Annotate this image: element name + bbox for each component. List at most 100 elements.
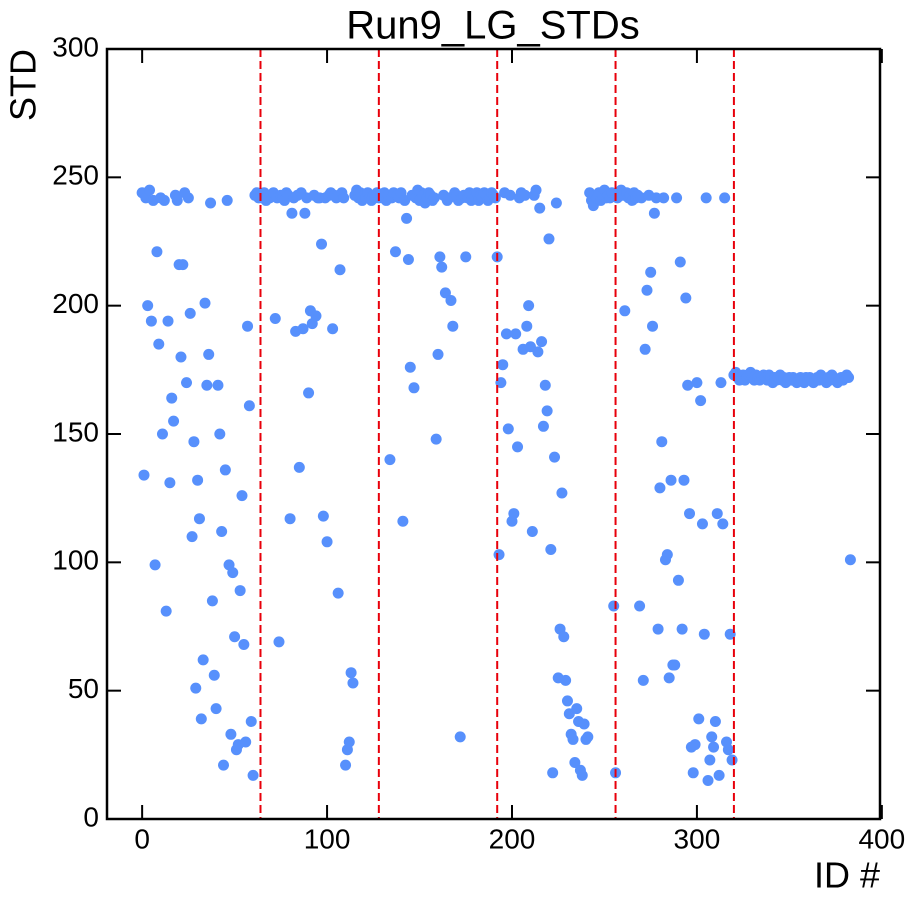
point [212, 379, 224, 391]
point [144, 184, 156, 196]
y-tick-label: 150 [52, 416, 99, 447]
point [327, 323, 339, 335]
x-tick-label: 100 [304, 823, 351, 854]
point [619, 305, 631, 317]
point [171, 194, 183, 206]
point [493, 549, 505, 561]
point [236, 490, 248, 502]
point [434, 251, 446, 263]
point [696, 518, 708, 530]
point [269, 313, 281, 324]
point [316, 238, 328, 250]
point [284, 513, 296, 525]
point [647, 320, 659, 332]
point [530, 184, 542, 196]
point [569, 757, 581, 769]
point [243, 400, 255, 412]
point [637, 674, 649, 686]
point [722, 744, 734, 756]
point [338, 192, 350, 204]
point [345, 667, 357, 679]
point [523, 300, 535, 312]
point [293, 461, 305, 473]
point [286, 207, 298, 219]
point [519, 189, 531, 201]
point [182, 192, 194, 204]
point [691, 377, 703, 389]
point [408, 382, 420, 394]
point [197, 654, 209, 666]
point [680, 292, 692, 304]
point [726, 754, 738, 766]
point [218, 759, 230, 771]
point [340, 759, 352, 771]
point [164, 477, 176, 489]
point [658, 192, 670, 204]
point [682, 379, 694, 391]
point [639, 343, 651, 355]
point [709, 715, 721, 727]
point [445, 295, 457, 307]
y-tick-label: 200 [52, 288, 99, 319]
point [158, 194, 170, 206]
point [578, 718, 590, 730]
point [648, 207, 660, 219]
point [497, 359, 509, 371]
point [238, 638, 250, 650]
point [543, 233, 555, 245]
point [138, 469, 150, 481]
y-tick-label: 250 [52, 160, 99, 191]
point [665, 474, 677, 486]
point [142, 300, 154, 312]
point [151, 246, 163, 258]
point [684, 508, 696, 520]
point [343, 736, 355, 748]
point [201, 379, 213, 391]
point [843, 372, 855, 384]
point [674, 256, 686, 268]
point [717, 518, 729, 530]
point [430, 433, 442, 445]
point [234, 585, 246, 597]
point [634, 600, 646, 612]
point [571, 703, 583, 715]
point [695, 395, 707, 407]
point [145, 315, 157, 327]
point [225, 728, 237, 740]
point [384, 454, 396, 466]
point [193, 513, 205, 525]
point [199, 297, 211, 309]
point [693, 713, 705, 725]
point [844, 554, 856, 566]
point [671, 192, 683, 204]
point [539, 379, 551, 391]
point [547, 767, 559, 779]
point [561, 695, 573, 707]
point [404, 361, 416, 373]
point [669, 659, 681, 671]
point [160, 605, 172, 617]
point [504, 189, 516, 201]
point [273, 636, 285, 648]
point [678, 474, 690, 486]
point [177, 259, 189, 271]
point [401, 212, 413, 224]
point [332, 587, 344, 599]
point [436, 261, 448, 273]
point [208, 669, 220, 681]
point [321, 536, 333, 548]
point [537, 420, 549, 432]
point [550, 197, 562, 209]
point [184, 307, 196, 319]
point [397, 515, 409, 527]
point [175, 351, 187, 363]
y-axis-label: STD [3, 49, 44, 121]
x-axis-label: ID # [814, 855, 880, 896]
point [541, 405, 553, 417]
point [689, 739, 701, 751]
point [214, 428, 226, 440]
point [245, 715, 257, 727]
point [247, 769, 259, 781]
point [447, 320, 459, 332]
point [645, 266, 657, 278]
